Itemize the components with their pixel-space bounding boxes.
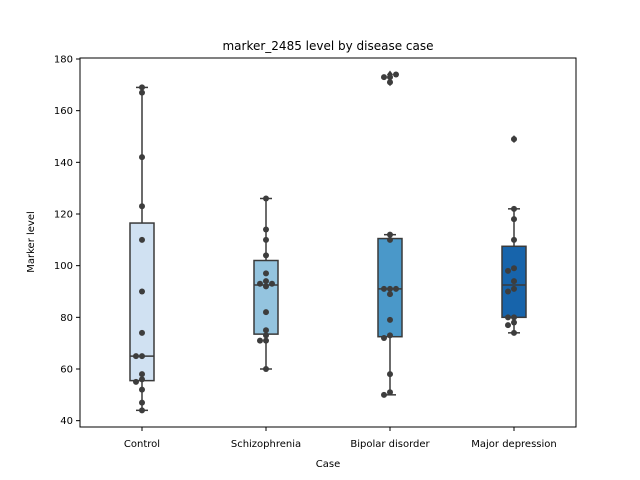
data-point: [511, 314, 517, 321]
data-point: [387, 285, 393, 292]
data-point: [263, 309, 269, 316]
data-point: [139, 84, 145, 91]
box-group: [129, 86, 155, 412]
data-point: [139, 288, 145, 295]
data-point: [511, 329, 517, 336]
data-point: [139, 154, 145, 161]
y-tick-label: 140: [54, 158, 73, 169]
data-point: [263, 270, 269, 277]
x-tick-label: Major depression: [471, 439, 557, 450]
data-point: [263, 236, 269, 243]
data-point: [263, 278, 269, 285]
data-point: [263, 195, 269, 202]
data-point: [511, 205, 517, 212]
data-point: [505, 267, 511, 274]
y-tick-label: 180: [54, 55, 73, 66]
data-point: [393, 71, 399, 78]
y-tick-label: 80: [60, 313, 73, 324]
y-tick-label: 60: [60, 365, 73, 376]
data-point: [511, 319, 517, 326]
data-point: [387, 231, 393, 238]
data-point: [269, 280, 275, 287]
data-point: [511, 265, 517, 272]
x-tick-label: Control: [124, 439, 160, 450]
data-point: [139, 371, 145, 378]
data-point: [387, 291, 393, 298]
x-tick-label: Bipolar disorder: [350, 439, 430, 450]
data-point: [387, 74, 393, 81]
data-point: [263, 337, 269, 344]
chart-title: marker_2485 level by disease case: [222, 39, 433, 53]
data-point: [387, 389, 393, 396]
data-point: [139, 353, 145, 360]
data-point: [139, 399, 145, 406]
y-tick-label: 120: [54, 210, 73, 221]
data-point: [387, 236, 393, 243]
data-point: [393, 285, 399, 292]
data-point: [387, 332, 393, 339]
data-point: [505, 288, 511, 295]
data-point: [133, 378, 139, 385]
y-tick-label: 40: [60, 416, 73, 427]
plot-area-frame: [79, 57, 577, 428]
data-point: [139, 329, 145, 336]
data-point: [263, 226, 269, 233]
data-point: [139, 386, 145, 393]
box: [501, 245, 527, 319]
data-point: [505, 322, 511, 329]
data-point: [511, 216, 517, 223]
y-axis: 40 60 80 100 120 140 160 180: [54, 55, 80, 427]
data-point: [257, 280, 263, 287]
y-axis-title: Marker level: [26, 211, 37, 273]
data-point: [263, 283, 269, 290]
data-point: [387, 316, 393, 323]
data-point: [387, 371, 393, 378]
x-tick-label: Schizophrenia: [231, 439, 301, 450]
data-point: [263, 366, 269, 372]
x-axis: Control Schizophrenia Bipolar disorder Majo…: [124, 427, 557, 450]
y-tick-label: 160: [54, 106, 73, 117]
data-point: [381, 74, 387, 81]
data-point: [257, 337, 263, 344]
data-point: [381, 391, 387, 398]
data-point: [511, 285, 517, 292]
data-point: [139, 203, 145, 210]
box-group: [501, 135, 527, 334]
data-point: [505, 314, 511, 321]
data-point: [381, 285, 387, 292]
data-point: [387, 79, 393, 86]
data-point: [139, 236, 145, 243]
data-point: [139, 407, 145, 414]
data-point: [511, 136, 517, 143]
data-point: [139, 376, 145, 383]
data-point: [511, 236, 517, 243]
data-point: [511, 278, 517, 285]
data-point: [139, 89, 145, 96]
plot-content: [129, 70, 527, 414]
data-point: [263, 327, 269, 334]
x-axis-title: Case: [316, 459, 340, 470]
data-point: [263, 332, 269, 339]
data-point: [263, 252, 269, 259]
data-point: [133, 353, 139, 360]
data-point: [381, 335, 387, 341]
y-tick-label: 100: [54, 261, 73, 272]
